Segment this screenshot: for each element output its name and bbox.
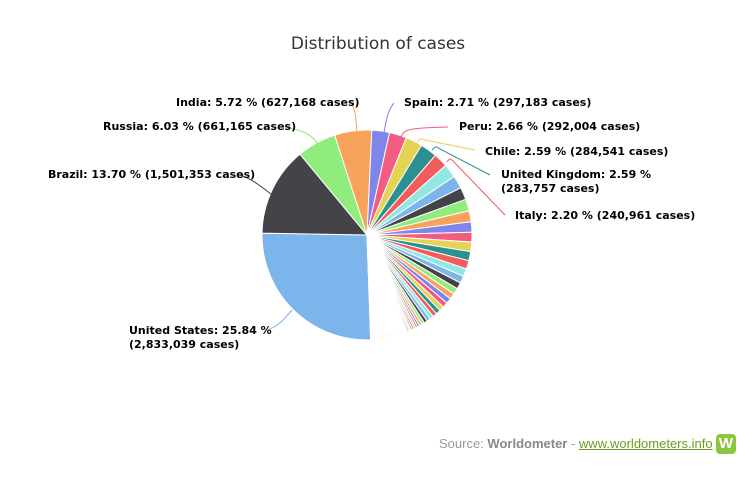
connector-russia bbox=[284, 126, 319, 146]
connector-uk bbox=[431, 146, 491, 176]
connector-india bbox=[350, 102, 358, 134]
source-prefix: Source: bbox=[439, 436, 488, 451]
label-india: India: 5.72 % (627,168 cases) bbox=[176, 96, 360, 109]
source-name: Worldometer bbox=[487, 436, 568, 451]
label-peru: Peru: 2.66 % (292,004 cases) bbox=[459, 120, 641, 133]
label-uk: United Kingdom: 2.59 % (283,757 cases) bbox=[501, 168, 651, 196]
label-russia: Russia: 6.03 % (661,165 cases) bbox=[103, 120, 297, 133]
label-us: United States: 25.84 % (2,833,039 cases) bbox=[129, 324, 272, 352]
source-sep: - bbox=[567, 436, 579, 451]
label-uk-line2: (283,757 cases) bbox=[501, 182, 600, 195]
label-chile: Chile: 2.59 % (284,541 cases) bbox=[485, 145, 669, 158]
source-link[interactable]: www.worldometers.info bbox=[578, 436, 713, 451]
label-us-line2: (2,833,039 cases) bbox=[129, 338, 240, 351]
slice-brazil[interactable] bbox=[261, 153, 369, 236]
worldometer-logo: W bbox=[716, 434, 736, 454]
label-italy: Italy: 2.20 % (240,961 cases) bbox=[515, 209, 696, 222]
connector-us bbox=[267, 309, 293, 331]
label-brazil: Brazil: 13.70 % (1,501,353 cases) bbox=[48, 168, 256, 181]
label-us-line1: United States: 25.84 % bbox=[129, 324, 272, 337]
slice-unlabeled-tiny[interactable] bbox=[366, 234, 373, 341]
connector-italy bbox=[446, 158, 506, 216]
label-uk-line1: United Kingdom: 2.59 % bbox=[501, 168, 652, 181]
chart-title: Distribution of cases bbox=[290, 34, 466, 54]
slice-united-states[interactable] bbox=[261, 232, 372, 341]
connector-peru bbox=[400, 126, 449, 138]
connector-brazil bbox=[239, 174, 276, 198]
label-spain: Spain: 2.71 % (297,183 cases) bbox=[404, 96, 592, 109]
connector-chile bbox=[416, 138, 476, 151]
source-credit: Source: Worldometer - www.worldometers.i… bbox=[439, 436, 713, 451]
connector-spain bbox=[383, 102, 395, 134]
